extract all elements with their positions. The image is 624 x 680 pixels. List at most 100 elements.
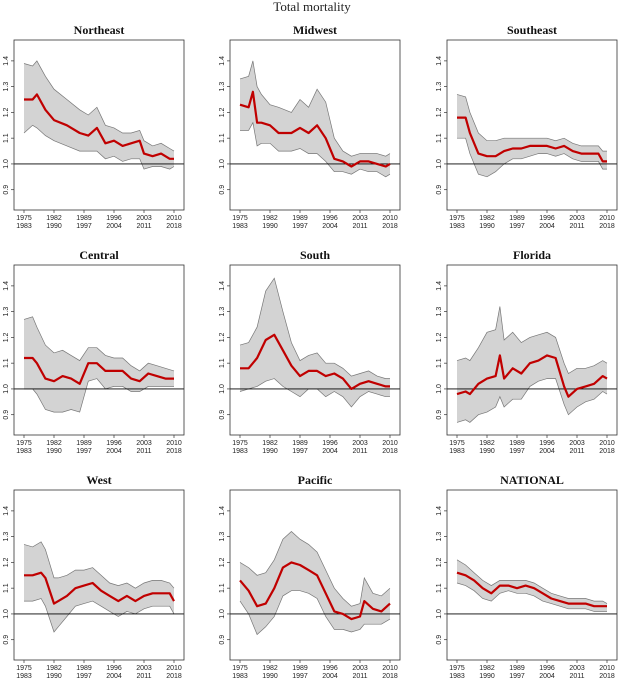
x-tick-label: 2010: [599, 665, 615, 672]
x-tick-label: 1982: [262, 665, 278, 672]
x-tick-label-secondary: 1983: [232, 223, 248, 230]
y-tick-label: 1.1: [219, 583, 226, 593]
y-tick-label: 1.0: [436, 384, 443, 394]
y-tick-label: 1.2: [219, 557, 226, 567]
x-tick-label: 2003: [352, 440, 368, 447]
plot-frame: [446, 39, 618, 211]
x-tick-label-secondary: 1983: [232, 673, 248, 680]
lower-bound-line: [23, 124, 175, 170]
panel-southeast: Southeast0.91.01.11.21.31.41975198319821…: [436, 23, 618, 230]
y-tick-label: 1.3: [436, 307, 443, 317]
lower-bound-line: [456, 378, 608, 423]
plot-frame: [446, 489, 618, 661]
x-tick-label-secondary: 2011: [136, 673, 151, 680]
panel-title: West: [86, 473, 111, 487]
x-tick-label: 2010: [166, 440, 182, 447]
x-tick-label: 2003: [136, 440, 152, 447]
y-tick-label: 1.4: [219, 56, 226, 66]
x-tick-label: 2010: [599, 215, 615, 222]
x-tick-label-secondary: 1997: [76, 448, 92, 455]
y-tick-label: 1.3: [3, 307, 10, 317]
panel-title: Midwest: [293, 23, 337, 37]
x-tick-label-secondary: 2004: [539, 223, 555, 230]
series-line: [240, 333, 390, 390]
x-tick-label-secondary: 2011: [569, 223, 584, 230]
x-tick-label: 1975: [16, 440, 32, 447]
lower-bound-line: [24, 378, 174, 413]
x-tick-label-secondary: 2011: [569, 673, 584, 680]
panel-title: Central: [79, 248, 119, 262]
x-tick-label: 1996: [322, 440, 338, 447]
y-tick-label: 1.4: [3, 506, 10, 516]
upper-bound-line: [456, 559, 608, 604]
x-tick-label: 1989: [76, 665, 92, 672]
x-tick-label-secondary: 2004: [539, 673, 555, 680]
plot-frame: [229, 39, 401, 211]
upper-bound-line: [239, 277, 390, 379]
x-tick-label-secondary: 2018: [599, 673, 615, 680]
panel-central: Central0.91.01.11.21.31.4197519831982199…: [3, 248, 185, 455]
x-tick-label-secondary: 1990: [262, 448, 278, 455]
series-line: [24, 356, 174, 385]
y-tick-label: 0.9: [436, 635, 443, 645]
x-tick-label-secondary: 2011: [352, 448, 367, 455]
x-tick-label-secondary: 1997: [76, 673, 92, 680]
y-tick-label: 1.0: [219, 159, 226, 169]
x-tick-label: 1975: [232, 440, 248, 447]
x-tick-label-secondary: 1990: [46, 448, 62, 455]
x-tick-label: 1982: [479, 215, 495, 222]
y-tick-label: 1.3: [3, 82, 10, 92]
plot-frame: [13, 39, 185, 211]
x-tick-label: 1996: [106, 665, 122, 672]
x-tick-label-secondary: 1990: [262, 673, 278, 680]
x-tick-label-secondary: 2011: [136, 223, 151, 230]
x-tick-label: 1996: [106, 215, 122, 222]
upper-bound-line: [239, 60, 391, 157]
x-tick-label-secondary: 2018: [382, 223, 398, 230]
y-tick-label: 1.1: [436, 358, 443, 368]
upper-bound-line: [23, 541, 175, 589]
upper-bound-line: [239, 531, 391, 607]
series-line: [456, 571, 607, 608]
series-line: [456, 354, 608, 398]
lower-bound-line: [239, 590, 391, 636]
y-tick-label: 1.1: [219, 133, 226, 143]
y-tick-label: 1.2: [436, 107, 443, 117]
lower-bound-line: [457, 137, 607, 178]
x-tick-label-secondary: 1983: [16, 223, 32, 230]
x-tick-label: 1996: [322, 215, 338, 222]
x-tick-label: 1989: [292, 665, 308, 672]
y-tick-label: 0.9: [3, 185, 10, 195]
x-tick-label: 2010: [382, 665, 398, 672]
x-tick-label-secondary: 2004: [106, 673, 122, 680]
panel-pacific: Pacific0.91.01.11.21.31.4197519831982199…: [219, 473, 401, 680]
upper-bound-line: [23, 60, 175, 152]
x-tick-label-secondary: 2018: [382, 448, 398, 455]
x-tick-label: 1996: [106, 440, 122, 447]
x-tick-label-secondary: 1983: [232, 448, 248, 455]
x-tick-label-secondary: 2004: [322, 673, 338, 680]
x-tick-label: 2010: [382, 440, 398, 447]
lower-bound-line: [456, 582, 607, 612]
x-tick-label: 1982: [46, 665, 62, 672]
x-tick-label-secondary: 1990: [262, 223, 278, 230]
x-tick-label-secondary: 1983: [449, 223, 465, 230]
x-tick-label-secondary: 2018: [166, 223, 182, 230]
series-line: [24, 571, 175, 605]
x-tick-label-secondary: 1997: [292, 223, 308, 230]
x-tick-label: 1975: [16, 215, 32, 222]
y-tick-label: 0.9: [219, 185, 226, 195]
series-line: [457, 116, 607, 163]
x-tick-label-secondary: 1983: [16, 673, 32, 680]
x-tick-label: 1982: [479, 440, 495, 447]
y-tick-label: 1.4: [436, 506, 443, 516]
x-tick-label: 1975: [449, 215, 465, 222]
x-tick-label: 1975: [449, 440, 465, 447]
x-tick-label-secondary: 2011: [352, 223, 367, 230]
x-tick-label-secondary: 1997: [76, 223, 92, 230]
y-tick-label: 1.4: [436, 281, 443, 291]
x-tick-label: 2003: [569, 440, 585, 447]
x-tick-label: 1975: [232, 215, 248, 222]
